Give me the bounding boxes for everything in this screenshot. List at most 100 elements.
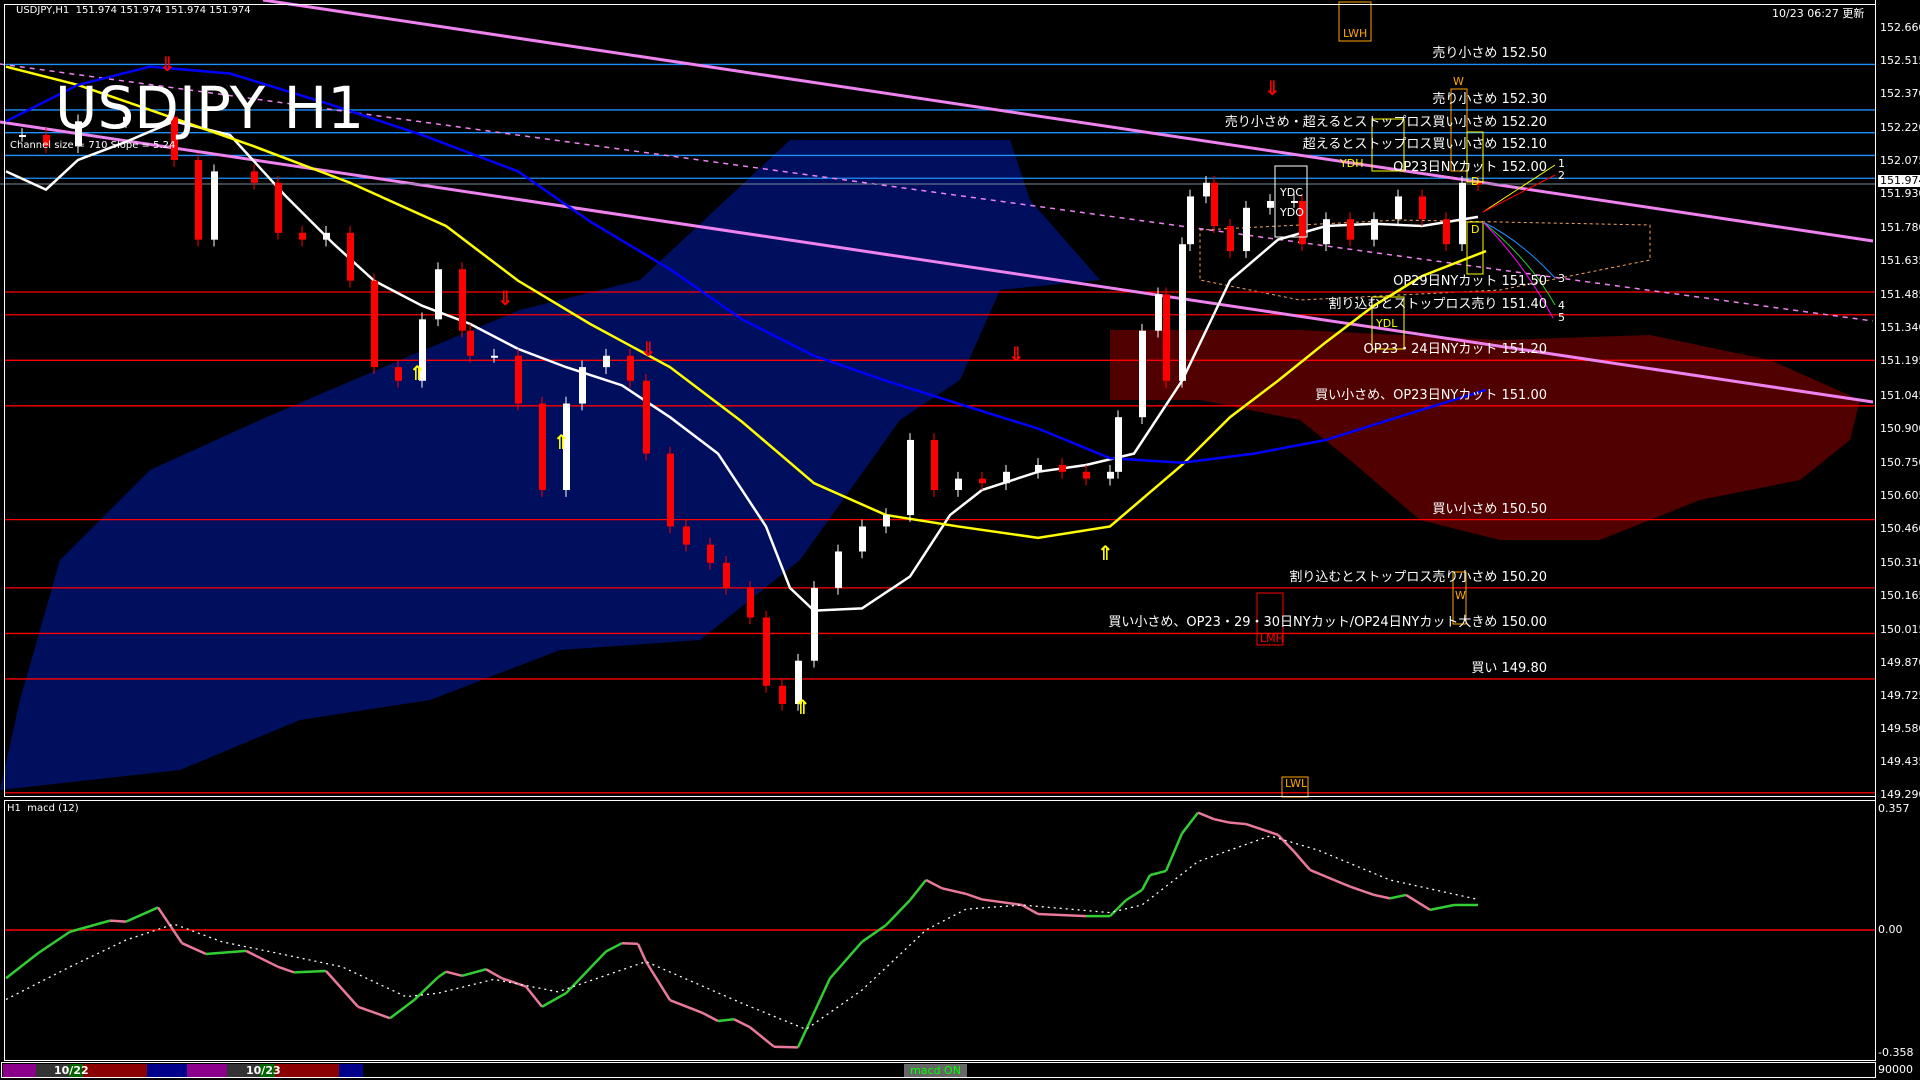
candle-body xyxy=(1003,471,1010,484)
d-label-upper: D xyxy=(1471,175,1480,188)
macd-main-segment xyxy=(1164,832,1184,872)
ydl-label: YDL xyxy=(1376,317,1398,330)
macd-tick-max: 0.357 xyxy=(1878,802,1910,815)
macd-main-segment xyxy=(205,949,247,956)
macd-main-segment xyxy=(69,919,111,933)
macd-toggle-button[interactable]: macd ON xyxy=(904,1064,967,1077)
macd-main-segment xyxy=(605,942,623,953)
macd-main-segment xyxy=(325,970,359,1008)
price-tick: 151.635 xyxy=(1880,254,1920,268)
buy-signal-icon: ⇑ xyxy=(409,361,426,385)
candle-body xyxy=(395,367,402,381)
candle-body xyxy=(299,232,306,240)
price-tick: 149.580 xyxy=(1880,722,1920,735)
macd-main-segment xyxy=(1197,811,1215,821)
price-level-label: 割り込むとストップロス売り 151.40 xyxy=(1328,296,1547,312)
macd-main-segment xyxy=(1149,869,1167,877)
candles xyxy=(19,109,1482,711)
candle-body xyxy=(195,160,202,240)
candle-body xyxy=(907,439,914,516)
lwl-box xyxy=(1281,776,1309,798)
macd-main-segment xyxy=(1109,899,1127,917)
projection-label-4: 4 xyxy=(1558,299,1565,312)
macd-main-segment xyxy=(1389,893,1407,900)
candle-body xyxy=(643,380,650,454)
macd-main-segment xyxy=(1349,885,1375,897)
macd-main-segment xyxy=(485,968,503,980)
price-tick: 152.075 xyxy=(1880,154,1920,168)
candle-body xyxy=(251,171,258,183)
trendline-upper[interactable] xyxy=(262,0,1874,243)
projection-label-5: 5 xyxy=(1558,311,1565,324)
macd-signal-line xyxy=(5,835,1479,1031)
macd-tick-zero: 0.00 xyxy=(1878,923,1903,936)
macd-main-segment xyxy=(621,941,639,946)
session-segment xyxy=(187,1064,227,1077)
price-tick: 151.780 xyxy=(1880,221,1920,235)
candle-body xyxy=(1243,207,1250,252)
price-tick: 152.660 xyxy=(1880,21,1920,34)
w-label-lower: W xyxy=(1455,589,1466,602)
price-level-label: 売り小さめ・超えるとストップロス買い小さめ 152.20 xyxy=(1224,114,1547,130)
candle-body xyxy=(1187,196,1194,245)
candle-body xyxy=(1083,471,1090,479)
candle-body xyxy=(667,453,674,527)
candle-body xyxy=(1299,200,1306,245)
price-chart[interactable] xyxy=(0,0,1920,800)
candle-body xyxy=(123,116,130,122)
candle-body xyxy=(1163,294,1170,381)
macd-main-segment xyxy=(717,1018,735,1023)
projection-line-3 xyxy=(1482,221,1556,279)
macd-main-segment xyxy=(1229,821,1247,826)
ydc-label: YDC xyxy=(1280,186,1303,199)
macd-main-segment xyxy=(437,970,447,979)
price-level-label: 超えるとストップロス買い小さめ 152.10 xyxy=(1302,137,1547,153)
macd-main-segment xyxy=(1245,822,1279,837)
macd-main-segment xyxy=(1309,868,1335,882)
lmh-label: LMH xyxy=(1260,632,1284,645)
w-box-lower xyxy=(1452,571,1467,625)
macd-chart[interactable] xyxy=(0,800,1920,1062)
price-tick: 149.725 xyxy=(1880,689,1920,702)
price-level-label: OP23・24日NYカット 151.20 xyxy=(1363,342,1547,358)
ichimoku-cloud-bullish xyxy=(1110,330,1860,540)
candle-body xyxy=(707,544,714,563)
macd-main-segment xyxy=(1373,893,1391,900)
price-tick: 150.310 xyxy=(1880,555,1920,569)
price-tick: 150.165 xyxy=(1880,588,1920,602)
chart-title: USDJPY H1 xyxy=(55,74,365,142)
macd-main-segment xyxy=(5,952,39,980)
session-segment xyxy=(69,1064,83,1077)
ichimoku-future-cloud xyxy=(1199,219,1651,301)
ydh-box xyxy=(1371,118,1405,172)
update-time: 10/23 06:27 更新 xyxy=(1772,7,1865,20)
macd-tick-min: -0.358 xyxy=(1878,1046,1914,1059)
price-tick: 151.045 xyxy=(1880,388,1920,402)
moving-averages xyxy=(5,65,1487,612)
candle-body xyxy=(1291,200,1298,203)
price-tick: 149.870 xyxy=(1880,656,1920,669)
macd-panel-frame xyxy=(4,800,1876,1061)
candle-body xyxy=(19,134,26,137)
macd-main-segment xyxy=(1037,912,1087,918)
channel-info: Channel size = 710 Slope = 5.24 xyxy=(10,140,176,151)
candle-body xyxy=(763,617,770,686)
volume-tick: 90000 xyxy=(1878,1063,1913,1076)
candle-body xyxy=(459,269,466,331)
candle-body xyxy=(515,355,522,404)
lwh-box xyxy=(1338,1,1372,42)
price-tick: 150.900 xyxy=(1880,421,1920,435)
candle-body xyxy=(1459,182,1466,245)
macd-main-segment xyxy=(1021,903,1039,916)
candle-body xyxy=(779,685,786,704)
price-tick: 151.485 xyxy=(1880,288,1920,302)
macd-main-segment xyxy=(1125,888,1143,902)
price-tick: 150.015 xyxy=(1880,623,1920,636)
session-segment xyxy=(36,1064,69,1077)
price-level-label: 買い小さめ、OP23日NYカット 151.00 xyxy=(1315,387,1547,403)
buy-signal-icon: ⇑ xyxy=(553,430,570,454)
price-tick: 150.750 xyxy=(1880,455,1920,469)
candle-body xyxy=(323,232,330,240)
candle-body xyxy=(835,551,842,588)
date-label-1022: 10/22 xyxy=(54,1064,89,1077)
